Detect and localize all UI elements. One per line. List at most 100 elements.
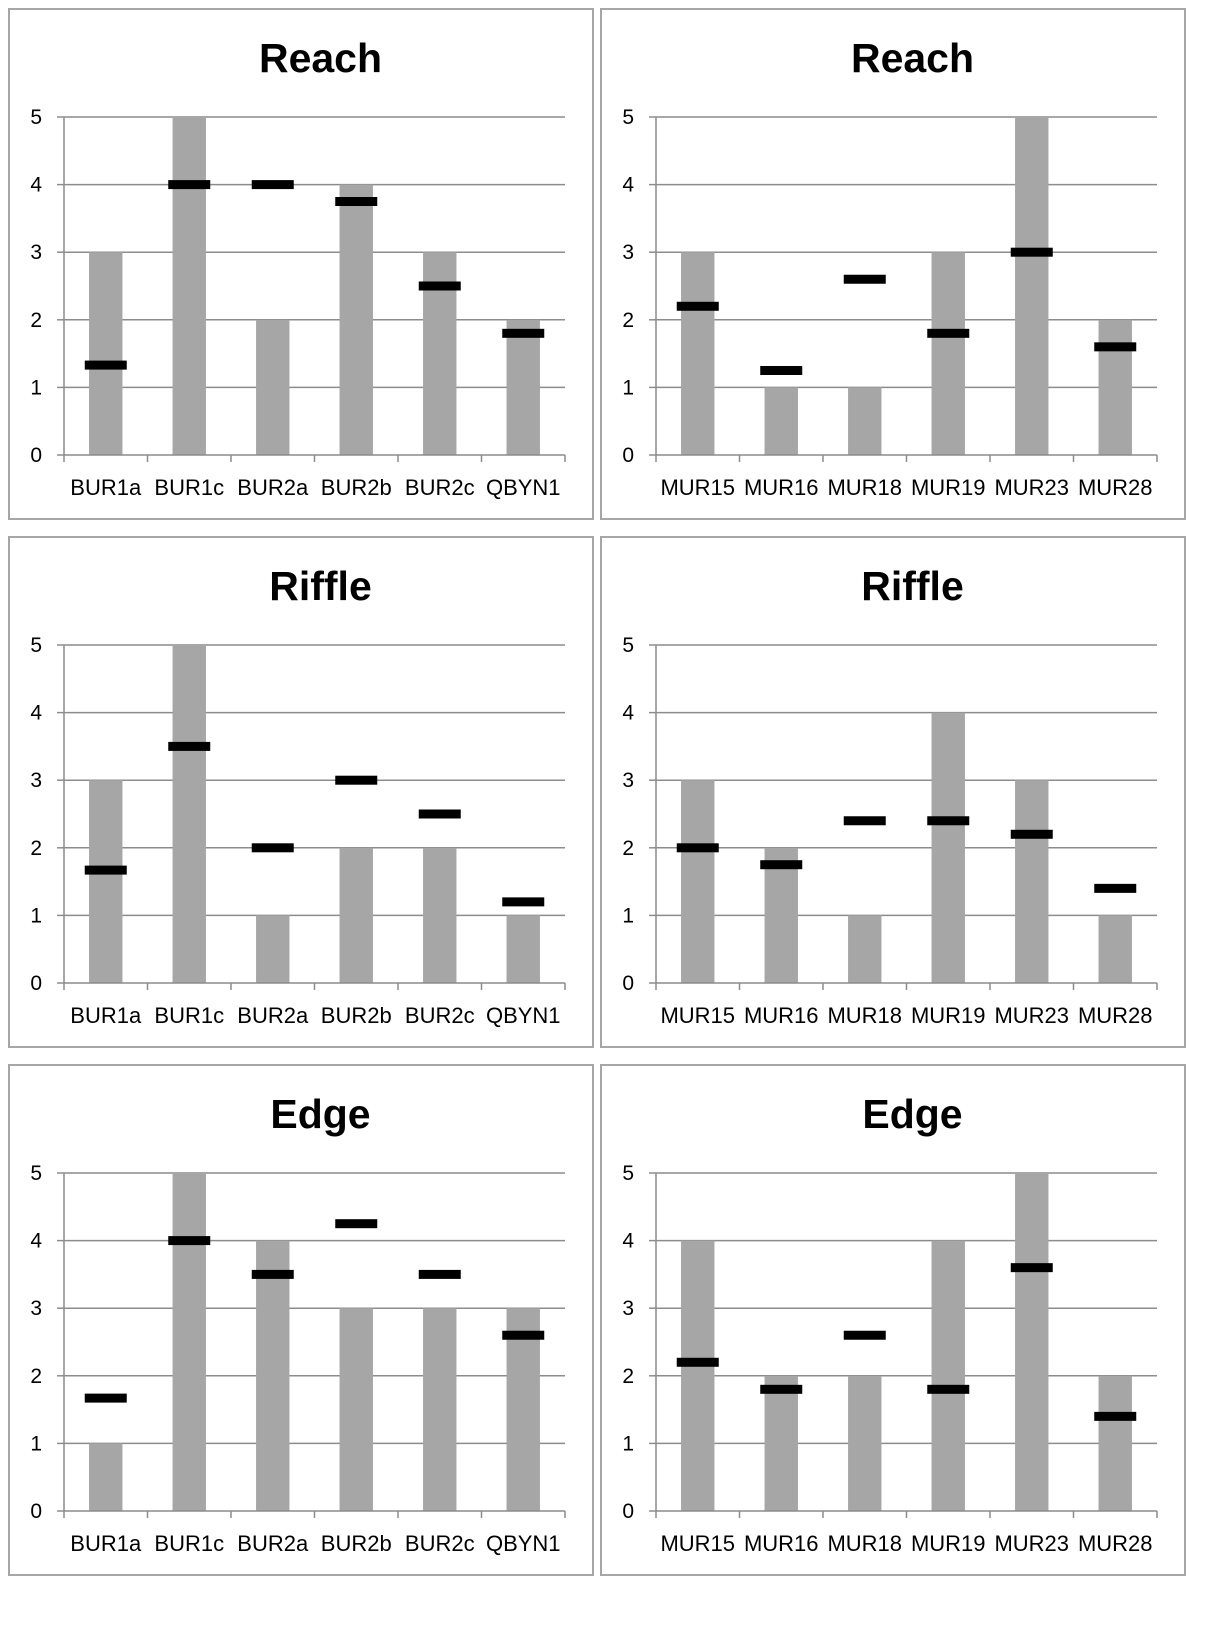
x-tick-label: MUR19 [911,475,986,500]
chart-panel-6: Edge 0 1 2 3 4 5 MUR15 MUR16 MUR18 MUR19 MUR23 MUR28 [600,1064,1186,1576]
dash-marker [927,328,970,338]
dash-marker [251,1269,294,1279]
y-tick-label: 2 [622,309,634,332]
x-tick-label: MUR18 [827,1531,902,1556]
bar [339,184,373,455]
bar [681,1240,715,1511]
x-tick-label: MUR23 [994,1531,1069,1556]
x-tick-label: MUR18 [827,1003,902,1028]
dash-marker [168,741,211,751]
chart-title: Reach [851,35,974,81]
y-tick-label: 4 [30,702,42,725]
dash-marker [843,1330,886,1340]
dash-marker [1010,829,1053,839]
x-tick-label: BUR2a [237,1003,309,1028]
y-tick-label: 3 [622,241,634,264]
bar [931,252,965,455]
bar [423,847,457,983]
dash-marker [251,843,294,853]
chart-svg: Reach 0 1 2 3 4 5 MUR15 MUR16 MUR18 MUR19 MUR23 MUR2… [622,35,1158,500]
bar [89,1443,123,1511]
x-tick-label: BUR1c [154,1531,224,1556]
y-tick-label: 1 [622,904,634,927]
y-tick-label: 2 [30,309,42,332]
y-tick-label: 1 [622,376,634,399]
dash-marker [760,860,803,870]
x-tick-label: BUR2c [405,1003,475,1028]
dash-marker [927,1384,970,1394]
y-tick-label: 4 [622,702,634,725]
x-tick-label: MUR28 [1078,1531,1153,1556]
y-tick-label: 1 [30,904,42,927]
bar [848,1375,882,1511]
x-tick-label: BUR1a [70,1531,142,1556]
bar [256,319,290,455]
dash-marker [418,809,461,819]
y-tick-label: 5 [30,634,42,657]
bar [1098,1375,1132,1511]
y-tick-label: 0 [622,444,634,467]
y-tick-label: 0 [30,972,42,995]
chart-svg: Reach 0 1 2 3 4 5 BUR1a BUR1c BUR2a BUR2b BUR2c QBYN… [30,35,566,500]
x-tick-label: MUR19 [911,1003,986,1028]
bar [681,252,715,455]
dash-marker [335,1219,378,1229]
chart-title: Edge [862,1091,962,1137]
bar [256,1240,290,1511]
dash-marker [843,816,886,826]
dash-marker [168,180,211,190]
dash-marker [502,897,545,907]
bar [339,847,373,983]
bar [172,645,206,983]
dash-marker [760,366,803,375]
x-tick-label: BUR2b [321,1531,392,1556]
x-tick-label: BUR2c [405,1531,475,1556]
y-tick-label: 0 [30,1500,42,1523]
bar [931,1240,965,1511]
y-tick-label: 5 [30,106,42,129]
dash-marker [760,1384,803,1394]
x-tick-label: BUR1c [154,475,224,500]
dash-marker [418,1269,461,1279]
chart-panel-4: Riffle 0 1 2 3 4 5 MUR15 MUR16 MUR18 MUR19 MUR23 MUR… [600,536,1186,1048]
y-tick-label: 1 [622,1432,634,1455]
bar [89,780,123,983]
bar [256,915,290,983]
x-tick-label: BUR2b [321,1003,392,1028]
bar [172,1173,206,1511]
chart-title: Riffle [861,563,964,609]
bar [848,387,882,455]
bar [339,1308,373,1511]
dash-marker [335,197,378,206]
y-tick-label: 3 [622,1297,634,1320]
y-tick-label: 1 [30,1432,42,1455]
chart-svg: Riffle 0 1 2 3 4 5 BUR1a BUR1c BUR2a BUR2b BUR2c QBY… [30,563,566,1028]
dash-marker [84,865,127,875]
dash-marker [676,843,719,853]
y-tick-label: 3 [30,1297,42,1320]
bar [1015,117,1049,455]
x-tick-label: MUR16 [744,1003,819,1028]
dash-marker [84,1393,127,1403]
bar [506,319,540,455]
x-tick-label: MUR28 [1078,475,1153,500]
chart-svg: Riffle 0 1 2 3 4 5 MUR15 MUR16 MUR18 MUR19 MUR23 MUR… [622,563,1158,1028]
x-tick-label: MUR16 [744,475,819,500]
y-tick-label: 3 [30,241,42,264]
y-tick-label: 5 [622,634,634,657]
bar [681,780,715,983]
y-tick-label: 5 [622,106,634,129]
chart-panel-1: Reach 0 1 2 3 4 5 BUR1a BUR1c BUR2a BUR2b BUR2c QBYN… [8,8,594,520]
y-tick-label: 4 [30,174,42,197]
bar [764,1375,798,1511]
dash-marker [1094,1411,1137,1421]
x-tick-label: MUR23 [994,475,1069,500]
bar [764,847,798,983]
chart-panel-5: Edge 0 1 2 3 4 5 BUR1a BUR1c BUR2a BUR2b BUR2c QBYN1 [8,1064,594,1576]
dash-marker [676,1357,719,1367]
x-tick-label: MUR19 [911,1531,986,1556]
dash-marker [927,816,970,826]
chart-title: Reach [259,35,382,81]
dash-marker [1010,1263,1053,1273]
dash-marker [676,301,719,311]
